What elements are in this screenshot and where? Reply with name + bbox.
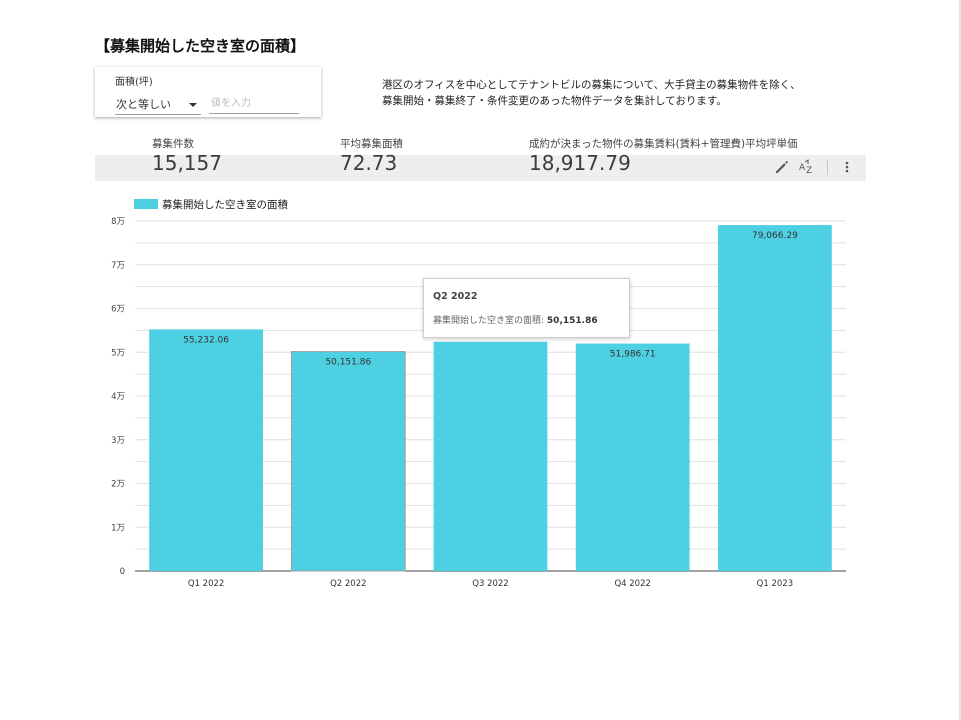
page-title: 【募集開始した空き室の面積】	[95, 37, 306, 55]
scorecard-bar	[95, 155, 866, 181]
kpi-average-area-value: 72.73	[340, 151, 398, 175]
bar	[149, 329, 263, 571]
area-filter-card: 面積(坪) 次と等しい	[95, 67, 321, 117]
data-label: 50,151.86	[325, 358, 371, 368]
x-tick-label: Q1 2022	[188, 579, 224, 589]
data-label: 55,232.06	[183, 335, 229, 345]
kpi-count-value: 15,157	[152, 151, 222, 175]
y-tick-label: 5万	[111, 348, 125, 358]
x-tick-label: Q1 2023	[757, 579, 793, 589]
tooltip-label: 募集開始した空き室の面積:	[433, 316, 545, 326]
toolbar-divider	[827, 160, 828, 175]
description-text: 港区のオフィスを中心としてテナントビルの募集について、大手貸主の募集物件を除く、…	[382, 77, 801, 109]
bar	[718, 225, 832, 572]
filter-label: 面積(坪)	[115, 77, 153, 88]
bar	[433, 341, 548, 571]
y-tick-label: 0	[120, 567, 125, 577]
kpi-average-area-label: 平均募集面積	[340, 138, 403, 150]
filter-operator-select[interactable]: 次と等しい	[115, 94, 201, 115]
svg-text:Z: Z	[806, 166, 812, 176]
data-label: 79,066.29	[752, 231, 798, 241]
legend-label: 募集開始した空き室の面積	[162, 199, 288, 211]
x-tick-label: Q2 2022	[330, 579, 366, 589]
y-tick-label: 4万	[111, 392, 125, 402]
more-vert-icon[interactable]	[838, 158, 856, 176]
x-tick-label: Q4 2022	[614, 579, 650, 589]
bar	[290, 351, 406, 572]
tooltip-title: Q2 2022	[433, 291, 478, 302]
bar-chart: 0 1万 2万 3万 4万 5万 6万 7万 8万 55,232.06 Q1 2022 50,151.…	[111, 217, 846, 589]
y-tick-label: 1万	[111, 523, 125, 533]
x-tick-label: Q3 2022	[472, 579, 508, 589]
data-label: 51,986.71	[610, 350, 656, 360]
description-line: 港区のオフィスを中心としてテナントビルの募集について、大手貸主の募集物件を除く、	[382, 79, 801, 91]
kpi-count-label: 募集件数	[152, 138, 194, 150]
y-tick-label: 6万	[111, 305, 125, 315]
chart-tooltip: Q2 2022 募集開始した空き室の面積: 50,151.86	[423, 278, 630, 338]
kpi-average-rent-label: 成約が決まった物件の募集賃料(賃料+管理費)平均坪単価	[529, 138, 798, 150]
y-tick-label: 7万	[111, 261, 125, 271]
bar	[575, 343, 690, 571]
filter-operator-value: 次と等しい	[116, 98, 171, 111]
y-tick-label: 2万	[111, 480, 125, 490]
svg-text:A: A	[799, 163, 806, 173]
filter-value-input[interactable]	[209, 94, 299, 114]
description-line: 募集開始・募集終了・条件変更のあった物件データを集計しております。	[382, 95, 727, 107]
chevron-down-icon	[189, 103, 197, 107]
kpi-average-rent-value: 18,917.79	[529, 151, 631, 175]
tooltip-value: 50,151.86	[546, 316, 598, 326]
tooltip-body: 募集開始した空き室の面積: 50,151.86	[433, 313, 598, 326]
pencil-icon[interactable]	[773, 158, 791, 176]
y-tick-label: 8万	[111, 217, 125, 227]
y-tick-label: 3万	[111, 436, 125, 446]
page-edge	[959, 0, 961, 720]
sort-az-icon[interactable]: A Z	[798, 158, 816, 176]
legend-swatch	[134, 199, 158, 209]
